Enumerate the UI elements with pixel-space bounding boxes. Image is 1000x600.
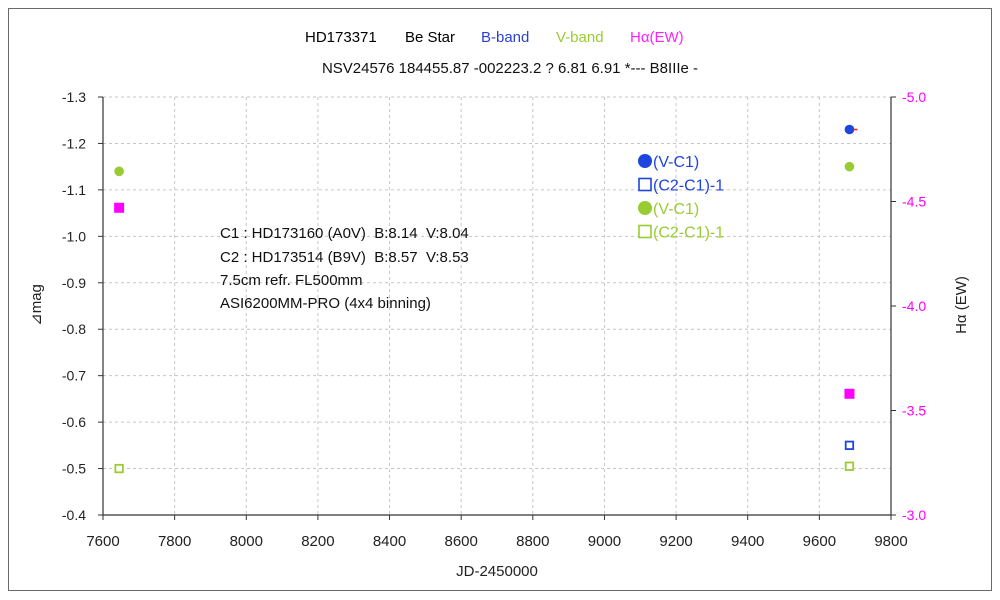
annotation-line: C2 : HD173514 (B9V) B:8.57 V:8.53: [220, 249, 469, 266]
chart-title: HD173371 Be Star B-band V-band Hα(EW): [305, 29, 684, 46]
x-tick-label: 8200: [301, 533, 334, 550]
title-star-type: Be Star: [405, 29, 455, 46]
legend-entry: (C2-C1)-1: [638, 224, 724, 242]
y-tick-label: -0.7: [62, 368, 86, 384]
y2-tick-label: -3.5: [902, 403, 926, 419]
data-point: [844, 124, 855, 135]
y-tick-label: -0.8: [62, 321, 86, 337]
data-point: [844, 161, 855, 172]
x-tick-label: 9600: [803, 533, 836, 550]
y2-tick-label: -3.0: [902, 507, 926, 523]
y2-tick-label: -4.5: [902, 194, 926, 210]
title-halpha: Hα(EW): [630, 29, 684, 46]
y2-tick-label: -4.0: [902, 298, 926, 314]
title-v-band: V-band: [556, 29, 604, 46]
right-y-axis-title: Hα (EW): [953, 276, 970, 334]
legend-entry: (V-C1): [638, 154, 699, 171]
y-tick-label: -0.4: [62, 507, 86, 523]
legend-label: (C2-C1)-1: [653, 178, 724, 195]
x-tick-label: 7600: [86, 533, 119, 550]
data-point: [114, 202, 125, 213]
x-tick-label: 8800: [516, 533, 549, 550]
x-tick-label: 9000: [588, 533, 621, 550]
annotation-block: C1 : HD173160 (A0V) B:8.14 V:8.04 C2 : H…: [220, 225, 469, 312]
legend-entry: (C2-C1)-1: [638, 177, 724, 195]
x-tick-label: 9800: [874, 533, 907, 550]
gridlines: [102, 96, 892, 516]
legend-marker: [638, 201, 652, 215]
data-point: [114, 166, 124, 177]
x-tick-label: 9200: [659, 533, 692, 550]
y-tick-label: -1.2: [62, 135, 86, 151]
left-y-axis-ticks: -1.3 -1.2 -1.1 -1.0 -0.9 -0.8 -0.7 -0.6 -0.5 -0.4: [62, 89, 103, 523]
x-tick-label: 8000: [230, 533, 263, 550]
y2-tick-label: -5.0: [902, 89, 926, 105]
x-tick-label: 8600: [444, 533, 477, 550]
legend-marker: [638, 154, 652, 168]
data-point: [844, 388, 855, 399]
x-axis-ticks: 7600 7800 8000 8200 8400 8600 8800 9000 9200 9400…: [86, 515, 908, 550]
data-point: [844, 440, 855, 450]
chart-frame: [8, 8, 992, 591]
data-point: [844, 461, 855, 471]
right-y-axis-ticks: -5.0 -4.5 -4.0 -3.5 -3.0: [891, 89, 926, 523]
chart-subtitle: NSV24576 184455.87 -002223.2 ? 6.81 6.91…: [322, 60, 698, 77]
y-tick-label: -1.1: [62, 182, 86, 198]
legend-label: (C2-C1)-1: [653, 225, 724, 242]
left-y-axis-title: ⊿mag: [28, 284, 45, 326]
data-point: [114, 463, 124, 474]
legend-entry: (V-C1): [638, 201, 699, 218]
legend-label: (V-C1): [653, 154, 699, 171]
legend: (V-C1) (C2-C1)-1 (V-C1) (C2-C1)-1: [638, 154, 724, 242]
x-tick-label: 9400: [731, 533, 764, 550]
legend-marker: [638, 224, 652, 239]
title-b-band: B-band: [481, 29, 529, 46]
data-points: [114, 124, 858, 474]
y-tick-label: -0.6: [62, 414, 86, 430]
annotation-line: ASI6200MM-PRO (4x4 binning): [220, 295, 431, 312]
legend-label: (V-C1): [653, 201, 699, 218]
x-tick-label: 7800: [158, 533, 191, 550]
annotation-line: C1 : HD173160 (A0V) B:8.14 V:8.04: [220, 225, 469, 242]
title-star-id: HD173371: [305, 29, 377, 46]
y-tick-label: -1.0: [62, 228, 86, 244]
y-tick-label: -0.5: [62, 461, 86, 477]
y-tick-label: -1.3: [62, 89, 86, 105]
annotation-line: 7.5cm refr. FL500mm: [220, 272, 363, 289]
legend-marker: [638, 177, 652, 192]
x-axis-title: JD-2450000: [456, 563, 538, 580]
x-tick-label: 8400: [373, 533, 406, 550]
y-tick-label: -0.9: [62, 275, 86, 291]
